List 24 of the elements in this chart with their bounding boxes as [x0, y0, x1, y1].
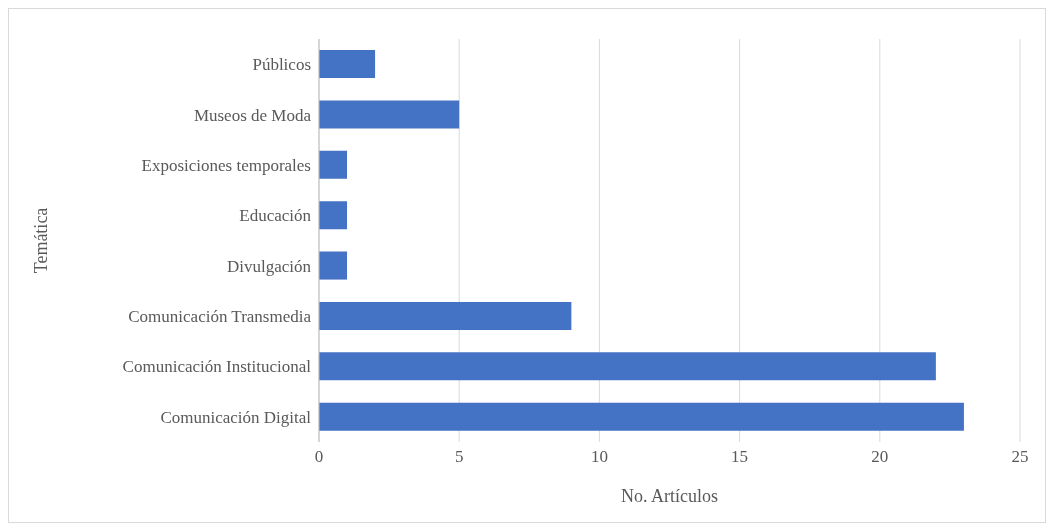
y-tick-label: Educación [239, 206, 312, 226]
x-tick-label: 20 [871, 447, 889, 467]
x-tick-label: 10 [590, 447, 608, 467]
bar [319, 100, 460, 129]
bar [319, 402, 964, 431]
y-tick-label: Museos de Moda [193, 105, 312, 125]
bar [319, 251, 348, 280]
y-tick-label: Comunicación Institucional [122, 357, 312, 377]
x-tick-label: 15 [731, 447, 749, 467]
x-tick-label: 5 [454, 447, 464, 467]
bar [319, 201, 348, 230]
y-axis-title: Temática [31, 207, 52, 274]
y-tick-label: Públicos [252, 55, 311, 75]
y-tick-label: Divulgación [226, 256, 312, 276]
x-tick-label: 25 [1011, 447, 1029, 467]
y-tick-label: Exposiciones temporales [141, 155, 311, 175]
bar [319, 150, 348, 179]
x-tick-label: 0 [314, 447, 324, 467]
y-tick-label: Comunicación Digital [160, 407, 312, 427]
bar [319, 301, 572, 330]
y-tick-label: Comunicación Transmedia [128, 307, 312, 327]
bar [319, 50, 376, 79]
x-axis-title: No. Artículos [621, 486, 718, 506]
bar [319, 352, 936, 381]
